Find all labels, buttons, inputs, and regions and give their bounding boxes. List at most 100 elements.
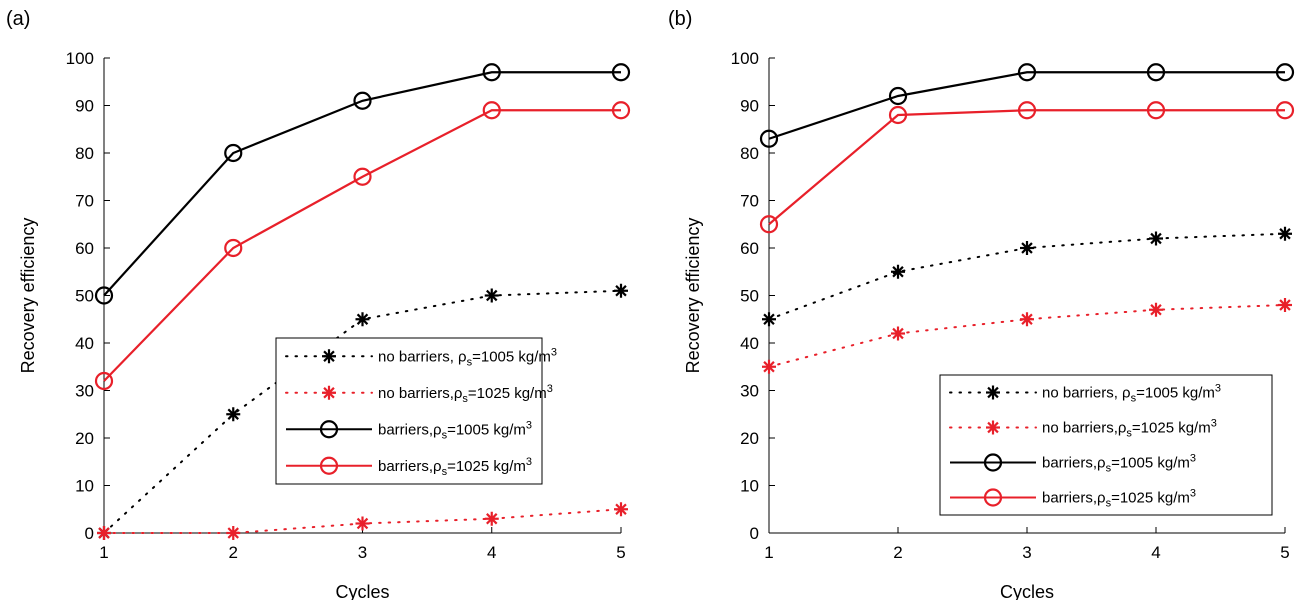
y-tick-label: 0 bbox=[750, 524, 759, 543]
y-axis-label: Recovery efficiency bbox=[18, 218, 38, 374]
data-point-b1005 bbox=[759, 129, 779, 148]
y-tick-label: 60 bbox=[75, 239, 94, 258]
x-tick-label: 2 bbox=[229, 543, 238, 562]
panel-label-a: (a) bbox=[6, 8, 31, 30]
legend-label-b1005: barriers,ρs=1005 kg/m3 bbox=[1042, 453, 1196, 475]
y-tick-label: 30 bbox=[75, 382, 94, 401]
data-point-b1025 bbox=[224, 238, 243, 258]
legend-box bbox=[275, 337, 543, 485]
data-point-b1005 bbox=[224, 143, 243, 163]
legend: no barriers, ρs=1005 kg/m3 no barriers,ρs… bbox=[939, 374, 1273, 516]
chart-panel-a: 0 10 20 30 40 50 60 70 80 90 100 1 2 3 4 5 Cycles Recover… bbox=[18, 49, 631, 600]
data-point-b1025 bbox=[482, 101, 501, 120]
data-point-nb1025 bbox=[355, 516, 370, 531]
data-point-nb1025 bbox=[891, 326, 905, 341]
y-tick-label: 40 bbox=[740, 334, 759, 353]
data-point-nb1025 bbox=[97, 526, 111, 540]
legend-label-nb1025: no barriers,ρs=1025 kg/m3 bbox=[378, 383, 553, 405]
legend-marker-b1005 bbox=[983, 453, 1003, 472]
y-tick-label: 30 bbox=[740, 382, 759, 401]
series-line-b1005 bbox=[103, 71, 621, 297]
legend-label-b1025: barriers,ρs=1025 kg/m3 bbox=[378, 456, 532, 478]
chart-panel-b: 0 10 20 30 40 50 60 70 80 90 100 1 2 3 4 5 Cycles Recover… bbox=[683, 49, 1295, 600]
data-point-nb1005 bbox=[1149, 231, 1163, 246]
x-tick-label: 3 bbox=[358, 543, 367, 562]
data-point-b1025 bbox=[888, 105, 908, 125]
legend-label-nb1025: no barriers,ρs=1025 kg/m3 bbox=[1042, 418, 1217, 440]
y-tick-label: 10 bbox=[75, 477, 94, 496]
data-point-nb1025 bbox=[226, 526, 241, 540]
x-tick-label: 5 bbox=[616, 543, 625, 562]
x-axis-label: Cycles bbox=[1000, 582, 1054, 600]
legend-marker-nb1005 bbox=[322, 349, 336, 364]
y-tick-label: 80 bbox=[740, 144, 759, 163]
data-point-b1025 bbox=[353, 167, 372, 186]
y-axis-label: Recovery efficiency bbox=[683, 218, 703, 374]
y-tick-label: 70 bbox=[740, 192, 759, 211]
x-tick-label: 1 bbox=[99, 543, 108, 562]
y-tick-label: 50 bbox=[740, 287, 759, 306]
y-tick-label: 90 bbox=[740, 97, 759, 116]
panel-label-b: (b) bbox=[668, 8, 693, 30]
x-tick-label: 4 bbox=[487, 543, 496, 562]
data-point-nb1025 bbox=[1149, 302, 1163, 317]
data-point-b1005 bbox=[94, 286, 114, 305]
data-point-nb1025 bbox=[1278, 298, 1292, 312]
y-tick-label: 100 bbox=[66, 49, 94, 68]
x-tick-label: 1 bbox=[764, 543, 773, 562]
y-tick-label: 90 bbox=[75, 97, 94, 116]
y-tick-label: 20 bbox=[75, 429, 94, 448]
legend-label-nb1005: no barriers, ρs=1005 kg/m3 bbox=[1042, 383, 1221, 405]
series-line-b1025 bbox=[768, 109, 1285, 226]
x-tick-label: 5 bbox=[1280, 543, 1289, 562]
data-point-b1025 bbox=[611, 101, 631, 120]
data-point-b1025 bbox=[759, 215, 779, 234]
data-point-b1005 bbox=[1275, 63, 1295, 82]
x-tick-label: 3 bbox=[1022, 543, 1031, 562]
data-point-nb1005 bbox=[1020, 241, 1034, 255]
data-point-b1025 bbox=[1146, 101, 1166, 120]
legend-marker-nb1005 bbox=[986, 385, 1000, 400]
y-tick-label: 70 bbox=[75, 192, 94, 211]
y-tick-label: 100 bbox=[731, 49, 759, 68]
y-tick-label: 20 bbox=[740, 429, 759, 448]
data-point-nb1005 bbox=[762, 312, 776, 327]
y-tick-label: 40 bbox=[75, 334, 94, 353]
data-point-nb1025 bbox=[484, 511, 499, 526]
data-point-b1005 bbox=[611, 63, 631, 82]
data-point-b1025 bbox=[1275, 101, 1295, 120]
data-point-nb1005 bbox=[614, 283, 628, 298]
data-point-nb1005 bbox=[355, 312, 370, 327]
legend-marker-nb1025 bbox=[322, 385, 336, 400]
data-point-nb1005 bbox=[891, 264, 905, 279]
series-line-b1025 bbox=[103, 109, 621, 382]
legend-marker-b1005 bbox=[319, 420, 339, 439]
data-point-nb1005 bbox=[1278, 226, 1292, 241]
data-point-nb1025 bbox=[1020, 312, 1034, 327]
data-point-b1005 bbox=[482, 63, 501, 82]
x-tick-label: 4 bbox=[1151, 543, 1160, 562]
data-point-nb1025 bbox=[762, 359, 776, 374]
legend-marker-b1025 bbox=[319, 456, 339, 475]
data-point-b1025 bbox=[94, 371, 114, 391]
legend-box bbox=[939, 374, 1273, 516]
legend-label-b1005: barriers,ρs=1005 kg/m3 bbox=[378, 419, 532, 441]
legend-label-nb1005: no barriers, ρs=1005 kg/m3 bbox=[378, 346, 557, 368]
y-tick-label: 50 bbox=[75, 287, 94, 306]
data-point-b1025 bbox=[1017, 101, 1037, 120]
y-tick-label: 60 bbox=[740, 239, 759, 258]
data-point-b1005 bbox=[353, 91, 372, 110]
data-point-b1005 bbox=[888, 86, 908, 106]
data-point-nb1025 bbox=[614, 502, 628, 517]
legend-label-b1025: barriers,ρs=1025 kg/m3 bbox=[1042, 488, 1196, 510]
data-point-b1005 bbox=[1017, 63, 1037, 82]
legend-marker-b1025 bbox=[983, 488, 1003, 507]
x-tick-label: 2 bbox=[893, 543, 902, 562]
data-point-nb1005 bbox=[484, 288, 499, 303]
legend-marker-nb1025 bbox=[986, 420, 1000, 435]
x-axis-label: Cycles bbox=[335, 582, 389, 600]
legend: no barriers, ρs=1005 kg/m3 no barriers,ρs… bbox=[275, 337, 557, 485]
y-tick-label: 10 bbox=[740, 477, 759, 496]
y-tick-label: 80 bbox=[75, 144, 94, 163]
